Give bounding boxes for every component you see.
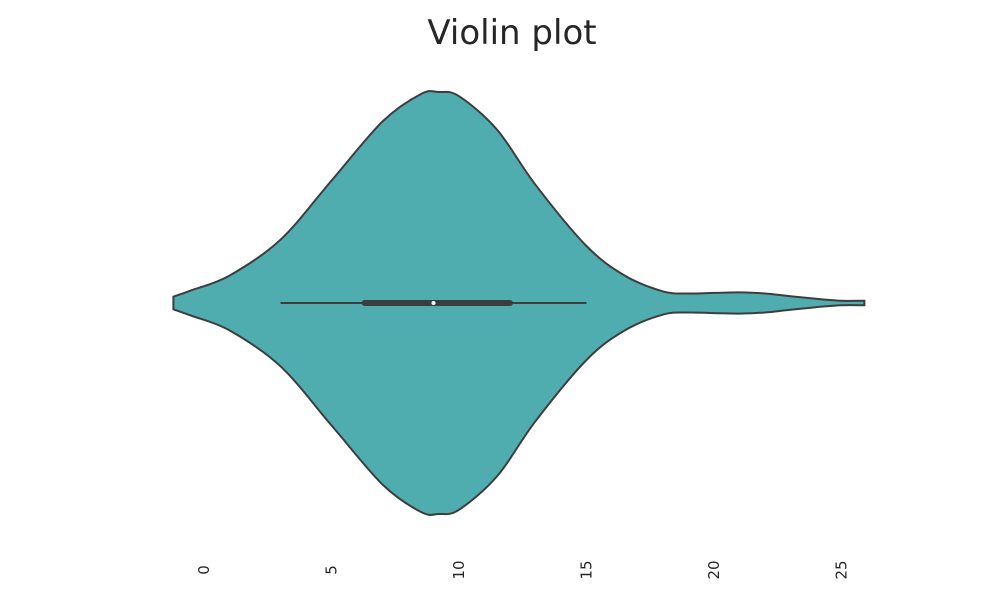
chart-title: Violin plot bbox=[427, 13, 596, 53]
x-axis-ticks: 0 5 10 15 20 25 bbox=[195, 560, 851, 579]
x-tick-label: 5 bbox=[323, 565, 341, 575]
median-marker bbox=[431, 301, 436, 305]
x-tick-label: 20 bbox=[705, 560, 723, 579]
x-tick-label: 25 bbox=[833, 560, 851, 579]
x-tick-label: 15 bbox=[578, 560, 596, 579]
x-tick-label: 0 bbox=[195, 565, 213, 575]
x-tick-label: 10 bbox=[450, 560, 468, 579]
